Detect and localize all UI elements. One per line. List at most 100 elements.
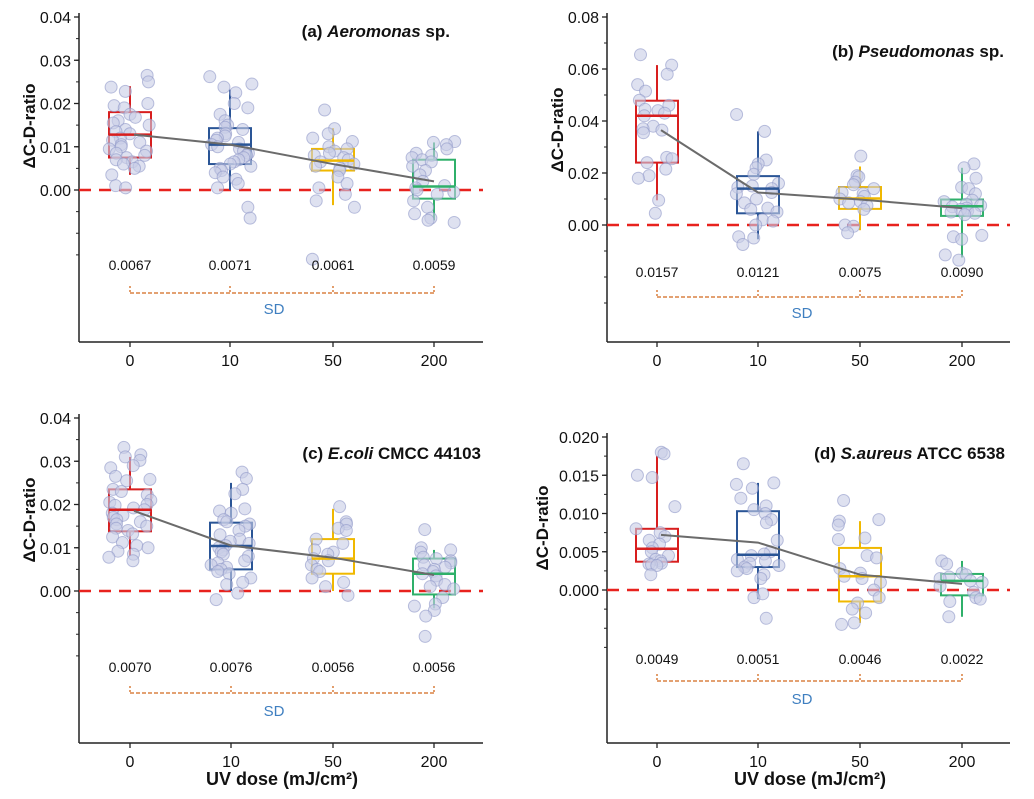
panel-a-data-point (141, 75, 155, 89)
panel-b-y-tick-label: 0.06 (568, 62, 599, 79)
panel-a-data-point (142, 118, 156, 132)
panel-a-data-point (104, 80, 118, 94)
panel-b-sd-value: 0.0121 (737, 264, 780, 280)
panel-b-data-point (857, 202, 871, 216)
panel-a-data-point (128, 161, 142, 175)
panel-a-data-point (243, 211, 257, 225)
panel-c-data-point (109, 469, 123, 483)
panel-b-data-point (636, 126, 650, 140)
panel-c-data-point (319, 580, 333, 594)
panel-c-data-point (211, 565, 225, 579)
panel-c-data-point (126, 459, 140, 473)
panel-c-x-tick-label: 50 (324, 754, 342, 771)
panel-b-data-point (730, 108, 744, 121)
panel-d-data-point (759, 611, 773, 625)
panel-c-data-point (418, 629, 432, 643)
panel-a-data-point (128, 110, 142, 124)
panel-c-data-point (336, 536, 350, 550)
panel-b-data-point (642, 169, 656, 183)
panel-d-mean-trend-line (660, 533, 963, 585)
panel-b-data-point (969, 171, 983, 185)
panel-d-data-point (943, 594, 957, 608)
panel-d-data-point (657, 447, 671, 461)
panel-a-data-point (421, 200, 435, 214)
panel-d-data-point (870, 551, 884, 565)
panel-a-y-tick-label: 0.04 (40, 10, 71, 27)
panel-d-data-point (835, 617, 849, 631)
panel-d-data-point (975, 575, 989, 589)
panel-a-data-point (116, 157, 130, 171)
panel-c-data-point (418, 523, 432, 537)
panel-a-data-point (118, 84, 132, 98)
panel-c-data-point (222, 567, 236, 581)
panel-a-data-point (133, 135, 147, 149)
panel-a-data-point (119, 181, 133, 195)
panel-a-data-point (211, 181, 225, 195)
panel-b-data-point (729, 187, 743, 201)
panel-d-data-point (767, 476, 781, 490)
panel-c-sd-value: 0.0076 (210, 659, 253, 675)
panel-d-sd-value: 0.0051 (737, 651, 780, 667)
panel-a-data-point (216, 170, 230, 184)
panel-b-data-point (640, 156, 654, 170)
panel-d-sd-label: SD (792, 691, 813, 708)
panel-a-data-point (447, 215, 461, 229)
panel-b-x-tick-label: 10 (749, 353, 767, 370)
panel-a-data-point (331, 170, 345, 184)
panel-c-data-point (220, 578, 234, 592)
panel-b-data-point (758, 124, 772, 138)
panel-c-y-tick-label: 0.02 (40, 498, 71, 515)
panel-b-data-point (747, 167, 761, 181)
panel-d-data-point (734, 491, 748, 505)
panel-c-x-tick-label: 0 (126, 754, 135, 771)
panel-a: 0.00 0.01 0.02 0.03 0.04 0 10 50 200 0.0067 0.0071… (20, 10, 483, 370)
panel-c-data-point (447, 582, 461, 596)
panel-b-x-tick-label: 0 (653, 353, 662, 370)
panel-a-data-point (244, 159, 258, 173)
panel-c-data-point (407, 599, 421, 613)
panel-d-xlabel: UV dose (mJ/cm²) (734, 769, 886, 789)
panel-c-data-point (141, 541, 155, 555)
panel-c-data-point (419, 609, 433, 623)
panel-b-data-point (639, 84, 653, 98)
panel-b-data-point (957, 161, 971, 175)
panel-a-x-tick-label: 10 (221, 353, 239, 370)
panel-d-x-tick-label: 200 (949, 754, 976, 771)
panel-d-data-point (973, 592, 987, 606)
panel-a-data-point (241, 200, 255, 214)
panel-a-x-tick-label: 50 (324, 353, 342, 370)
panel-d-data-point (940, 557, 954, 571)
panel-c-data-point (341, 588, 355, 602)
panel-c-y-tick-label: 0.04 (40, 411, 71, 428)
panel-b-data-point (867, 182, 881, 196)
panel-c-data-point (238, 502, 252, 516)
panel-d-data-point (729, 477, 743, 491)
panel-d-data-point (747, 503, 761, 517)
panel-d-data-point (831, 533, 845, 547)
panel-b-data-point (854, 149, 868, 163)
panel-b-data-point (659, 162, 673, 176)
panel-d-y-tick-label: 0.020 (559, 430, 599, 447)
panel-c-xlabel: UV dose (mJ/cm²) (206, 769, 358, 789)
panel-c-data-point (438, 560, 452, 574)
panel-d-data-point (629, 522, 643, 536)
panel-a-x-tick-label: 200 (421, 353, 448, 370)
panel-d-y-tick-label: 0.005 (559, 545, 599, 562)
panel-a-data-point (241, 101, 255, 115)
panel-a-y-tick-label: 0.03 (40, 53, 71, 70)
panel-b: 0.00 0.02 0.04 0.06 0.08 0 10 50 200 0.0157 0.0121… (548, 10, 1010, 370)
panel-a-data-point (309, 194, 323, 208)
panel-b-data-point (652, 193, 666, 207)
panel-d-data-point (772, 559, 786, 573)
panel-c-sd-value: 0.0070 (109, 659, 152, 675)
panel-b-data-point (634, 48, 648, 62)
panel-c-x-tick-label: 200 (421, 754, 448, 771)
panel-a-sd-value: 0.0071 (209, 257, 252, 273)
panel-a-data-point (231, 177, 245, 191)
panel-c-marks: 0.00 0.01 0.02 0.03 0.04 0 10 50 200 0.0070 0.0076… (40, 411, 483, 771)
panel-b-data-point (952, 253, 966, 267)
panel-d-data-point (845, 602, 859, 616)
panel-c-data-point (106, 530, 120, 544)
panel-d-data-point (859, 606, 873, 620)
panel-c-data-point (228, 487, 242, 501)
